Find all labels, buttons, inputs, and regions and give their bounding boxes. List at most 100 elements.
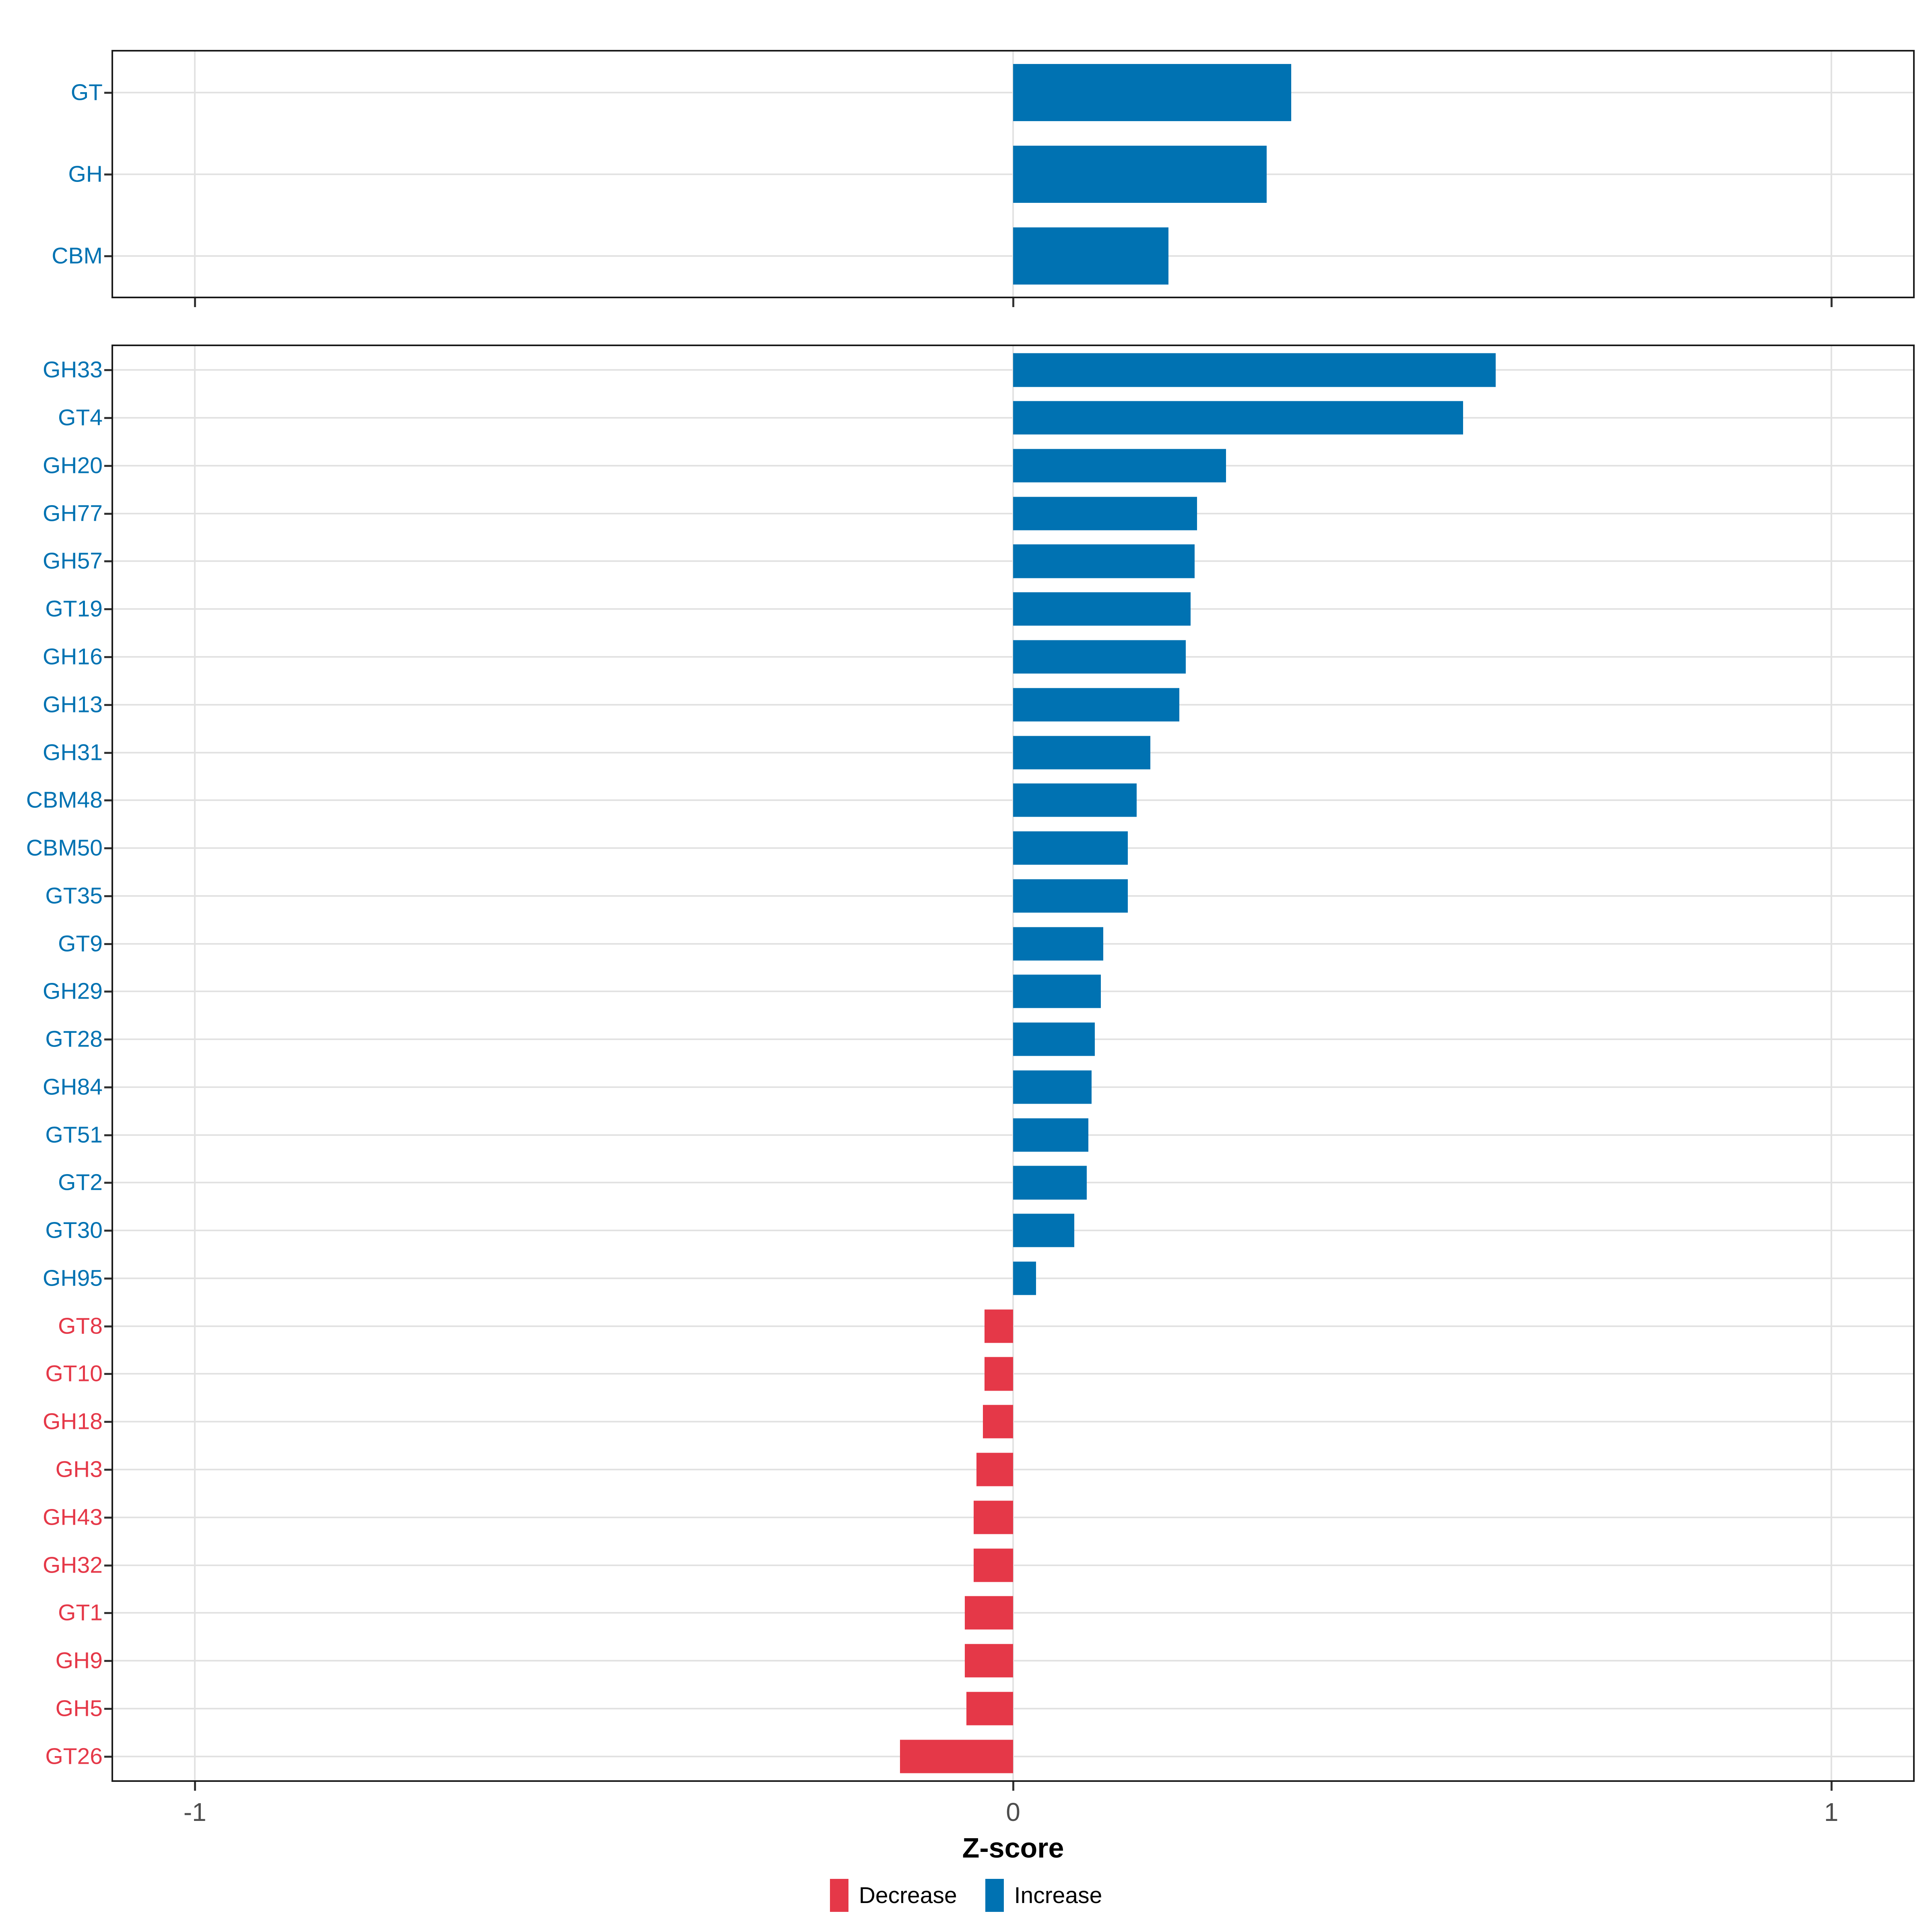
y-label-GT2: GT2: [58, 1169, 103, 1195]
y-tick-GT: [104, 91, 111, 94]
y-label-GH18: GH18: [43, 1408, 103, 1435]
bar-GH5: [966, 1692, 1013, 1726]
bar-GT: [1013, 64, 1292, 121]
row-gridline-GT26: [113, 1755, 1913, 1757]
x-gridline--1: [194, 346, 196, 1780]
y-label-GT51: GT51: [45, 1122, 103, 1148]
x-tick-label--1: -1: [183, 1798, 206, 1827]
y-tick-GT30: [104, 1230, 111, 1232]
y-tick-GH31: [104, 751, 111, 754]
legend-item-decrease: Decrease: [830, 1879, 957, 1912]
y-label-GH31: GH31: [43, 739, 103, 766]
y-label-GH: GH: [68, 161, 103, 187]
bar-GT35: [1013, 879, 1128, 913]
bar-GH31: [1013, 735, 1151, 770]
bar-GT10: [984, 1357, 1013, 1391]
bar-GH57: [1013, 544, 1195, 578]
y-label-GH57: GH57: [43, 548, 103, 574]
decrease-swatch-icon: [830, 1879, 848, 1912]
y-label-GH9: GH9: [55, 1647, 103, 1674]
y-tick-GH95: [104, 1277, 111, 1280]
y-tick-GH9: [104, 1660, 111, 1662]
increase-swatch-icon: [985, 1879, 1004, 1912]
y-tick-GT4: [104, 417, 111, 419]
bar-GT51: [1013, 1118, 1088, 1152]
x-tick-0: [1012, 298, 1014, 307]
panel-class-summary: GT GH CBM: [52, 50, 1915, 307]
y-label-GT9: GT9: [58, 931, 103, 957]
bar-GH13: [1013, 688, 1179, 722]
row-gridline-GT8: [113, 1325, 1913, 1327]
row-gridline-GH5: [113, 1707, 1913, 1709]
bar-CBM: [1013, 227, 1169, 285]
y-tick-GH: [104, 173, 111, 175]
x-tick-label-0: 0: [1006, 1798, 1020, 1827]
bar-GH32: [974, 1548, 1013, 1582]
y-tick-GH77: [104, 512, 111, 515]
y-tick-GT35: [104, 895, 111, 897]
bar-GT4: [1013, 401, 1463, 435]
bar-GH84: [1013, 1070, 1092, 1104]
bar-GH43: [974, 1501, 1013, 1534]
bar-GT1: [965, 1596, 1013, 1630]
y-label-GT10: GT10: [45, 1360, 103, 1387]
x-gridline-0: [1012, 346, 1014, 1780]
y-label-GH20: GH20: [43, 452, 103, 479]
y-tick-GH32: [104, 1564, 111, 1567]
y-tick-GT19: [104, 608, 111, 611]
bar-GH29: [1013, 974, 1101, 1008]
y-tick-CBM48: [104, 799, 111, 802]
y-tick-GT26: [104, 1755, 111, 1758]
y-label-GT26: GT26: [45, 1743, 103, 1769]
y-tick-GH33: [104, 369, 111, 372]
legend-item-increase: Increase: [985, 1879, 1102, 1912]
row-gridline-GH18: [113, 1421, 1913, 1423]
bar-GH16: [1013, 640, 1186, 674]
bar-GH95: [1013, 1261, 1036, 1295]
x-gridline-1: [1830, 346, 1832, 1780]
x-tick--1: [194, 298, 196, 307]
y-label-GT8: GT8: [58, 1313, 103, 1339]
y-label-GT: GT: [70, 79, 103, 105]
x-tick-1: [1830, 1782, 1833, 1791]
row-gridline-GH9: [113, 1660, 1913, 1662]
y-label-CBM50: CBM50: [26, 835, 103, 861]
bar-GH20: [1013, 449, 1226, 483]
y-tick-GH84: [104, 1086, 111, 1088]
y-tick-GT1: [104, 1612, 111, 1614]
bar-GH18: [983, 1405, 1013, 1439]
bar-GH33: [1013, 353, 1496, 387]
y-label-GH32: GH32: [43, 1552, 103, 1578]
bar-GH9: [965, 1644, 1013, 1678]
y-label-GT4: GT4: [58, 405, 103, 431]
y-tick-GH18: [104, 1421, 111, 1423]
bar-GT28: [1013, 1022, 1095, 1056]
bar-GT19: [1013, 592, 1191, 626]
x-tick-1: [1830, 298, 1833, 307]
y-label-GH5: GH5: [55, 1695, 103, 1721]
y-label-GH77: GH77: [43, 500, 103, 526]
y-tick-GT28: [104, 1038, 111, 1041]
y-tick-GT51: [104, 1134, 111, 1136]
y-label-CBM: CBM: [52, 243, 103, 268]
row-gridline-GH3: [113, 1469, 1913, 1471]
y-tick-GH13: [104, 704, 111, 706]
y-label-GH95: GH95: [43, 1265, 103, 1291]
y-tick-GT9: [104, 943, 111, 945]
y-tick-GH43: [104, 1516, 111, 1519]
bar-GT26: [900, 1740, 1013, 1773]
row-gridline-GH32: [113, 1564, 1913, 1566]
y-label-GT1: GT1: [58, 1600, 103, 1626]
x-axis-title: Z-score: [962, 1832, 1064, 1864]
y-tick-GT2: [104, 1182, 111, 1184]
y-label-GH16: GH16: [43, 644, 103, 670]
y-tick-GH29: [104, 991, 111, 993]
bar-GT8: [984, 1309, 1013, 1343]
bar-GH3: [976, 1453, 1013, 1486]
y-tick-CBM: [104, 255, 111, 257]
bar-GH77: [1013, 497, 1197, 530]
row-gridline-GT1: [113, 1612, 1913, 1614]
legend-label-increase: Increase: [1014, 1882, 1102, 1908]
y-tick-GH57: [104, 560, 111, 563]
y-tick-GH16: [104, 656, 111, 658]
